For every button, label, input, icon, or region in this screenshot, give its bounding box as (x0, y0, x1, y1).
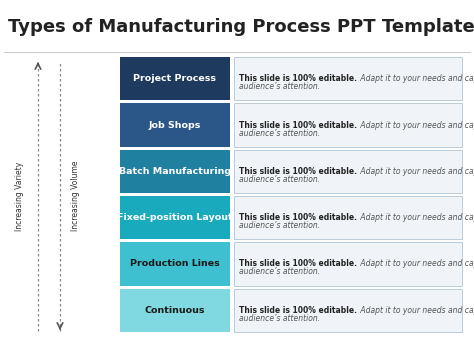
FancyBboxPatch shape (234, 57, 462, 100)
Text: This slide is 100% editable.: This slide is 100% editable. (239, 260, 357, 268)
Text: This slide is 100% editable.: This slide is 100% editable. (239, 120, 357, 130)
Text: This slide is 100% editable.: This slide is 100% editable. (239, 213, 357, 222)
Text: Types of Manufacturing Process PPT Template: Types of Manufacturing Process PPT Templ… (8, 18, 474, 36)
FancyBboxPatch shape (120, 150, 230, 193)
Text: audience’s attention.: audience’s attention. (239, 175, 320, 184)
Text: Adapt it to your needs and capture your audience’s attention.: Adapt it to your needs and capture your … (358, 213, 474, 222)
FancyBboxPatch shape (234, 103, 462, 147)
Text: Adapt it to your needs and capture your audience’s attention.: Adapt it to your needs and capture your … (358, 167, 474, 176)
Text: This slide is 100% editable.: This slide is 100% editable. (239, 167, 357, 176)
Text: Adapt it to your needs and capture your audience’s attention.: Adapt it to your needs and capture your … (358, 260, 474, 268)
Text: Production Lines: Production Lines (130, 260, 220, 268)
FancyBboxPatch shape (234, 196, 462, 239)
Text: This slide is 100% editable.: This slide is 100% editable. (239, 74, 357, 83)
Text: Project Process: Project Process (134, 74, 217, 83)
FancyBboxPatch shape (120, 103, 230, 147)
FancyBboxPatch shape (234, 242, 462, 286)
Text: audience’s attention.: audience’s attention. (239, 314, 320, 323)
Text: Increasing Variety: Increasing Variety (16, 162, 25, 231)
FancyBboxPatch shape (120, 242, 230, 286)
Text: Adapt it to your needs and capture your audience’s attention.: Adapt it to your needs and capture your … (358, 120, 474, 130)
Text: Increasing Volume: Increasing Volume (72, 161, 81, 231)
Text: Adapt it to your needs and capture your audience’s attention.: Adapt it to your needs and capture your … (358, 306, 474, 315)
Text: audience’s attention.: audience’s attention. (239, 221, 320, 230)
Text: Batch Manufacturing: Batch Manufacturing (119, 167, 231, 176)
FancyBboxPatch shape (120, 57, 230, 100)
Text: This slide is 100% editable.: This slide is 100% editable. (239, 306, 357, 315)
Text: Continuous: Continuous (145, 306, 205, 315)
Text: audience’s attention.: audience’s attention. (239, 268, 320, 277)
Text: audience’s attention.: audience’s attention. (239, 82, 320, 91)
FancyBboxPatch shape (120, 196, 230, 239)
FancyBboxPatch shape (234, 150, 462, 193)
Text: Adapt it to your needs and capture your audience’s attention.: Adapt it to your needs and capture your … (358, 74, 474, 83)
Text: Job Shops: Job Shops (149, 120, 201, 130)
Text: audience’s attention.: audience’s attention. (239, 129, 320, 137)
Text: Fixed-position Layout: Fixed-position Layout (117, 213, 233, 222)
FancyBboxPatch shape (120, 289, 230, 332)
FancyBboxPatch shape (234, 289, 462, 332)
